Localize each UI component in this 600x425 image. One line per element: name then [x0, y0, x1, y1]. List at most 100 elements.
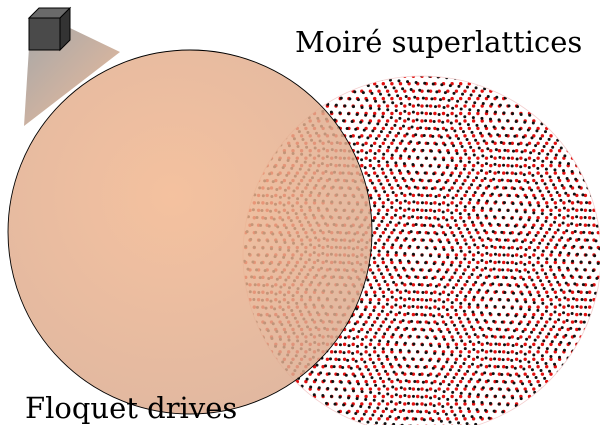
lattice-dot	[519, 307, 522, 310]
lattice-dot	[476, 303, 479, 306]
lattice-dot	[538, 384, 541, 387]
lattice-dot	[480, 117, 483, 120]
lattice-dot	[378, 250, 381, 253]
lattice-dot	[485, 365, 488, 368]
lattice-dot	[523, 263, 526, 266]
lattice-dot	[407, 127, 410, 130]
lattice-dot	[472, 104, 475, 107]
lattice-dot	[472, 258, 475, 261]
lattice-dot	[374, 242, 377, 245]
lattice-dot	[503, 253, 506, 256]
lattice-dot	[502, 365, 505, 368]
lattice-dot	[408, 297, 411, 300]
lattice-dot	[412, 224, 415, 227]
lattice-dot	[538, 242, 541, 245]
lattice-dot	[455, 134, 458, 137]
lattice-dot	[377, 119, 380, 122]
lattice-dot	[434, 300, 437, 303]
lattice-dot	[379, 377, 382, 380]
lattice-dot	[512, 239, 515, 242]
lattice-dot	[435, 90, 438, 93]
lattice-dot	[544, 182, 547, 185]
lattice-dot	[386, 164, 389, 167]
lattice-dot	[468, 127, 471, 130]
lattice-dot	[455, 119, 458, 122]
lattice-dot	[577, 238, 580, 241]
lattice-dot	[361, 143, 364, 146]
lattice-dot	[364, 335, 367, 338]
lattice-dot	[511, 112, 514, 115]
lattice-dot	[481, 268, 484, 271]
lattice-dot	[397, 132, 400, 135]
lattice-dot	[426, 142, 429, 145]
lattice-dot	[379, 182, 382, 185]
lattice-dot	[532, 343, 535, 346]
lattice-dot	[382, 365, 385, 368]
lattice-dot	[524, 268, 527, 271]
lattice-dot	[434, 337, 437, 340]
lattice-dot	[461, 287, 464, 290]
lattice-dot	[442, 410, 445, 413]
lattice-dot	[485, 350, 488, 353]
lattice-dot	[424, 261, 427, 264]
lattice-dot	[536, 276, 539, 279]
lattice-dot	[403, 194, 406, 197]
lattice-dot	[504, 186, 507, 189]
lattice-dot	[477, 341, 480, 344]
lattice-dot	[506, 149, 509, 152]
lattice-dot	[535, 376, 538, 379]
lattice-dot	[582, 231, 585, 234]
lattice-dot	[536, 365, 539, 368]
lattice-dot	[390, 380, 393, 383]
lattice-dot	[459, 97, 462, 100]
lattice-dot	[562, 201, 565, 204]
lattice-dot	[416, 261, 419, 264]
lattice-dot	[429, 164, 432, 167]
lattice-dot	[364, 365, 367, 368]
lattice-dot	[438, 209, 441, 212]
lattice-dot	[463, 115, 466, 118]
lattice-dot	[483, 229, 486, 232]
lattice-dot	[471, 363, 474, 366]
lattice-dot	[513, 135, 516, 138]
lattice-dot	[369, 343, 372, 346]
lattice-dot	[545, 291, 548, 294]
lattice-dot	[506, 403, 509, 406]
lattice-dot	[462, 414, 465, 417]
lattice-dot	[416, 350, 419, 353]
lattice-dot	[364, 395, 367, 398]
lattice-dot	[552, 183, 555, 186]
lattice-dot	[450, 410, 453, 413]
lattice-dot	[583, 268, 586, 271]
lattice-dot	[500, 283, 503, 286]
lattice-dot	[579, 223, 582, 226]
lattice-dot	[536, 246, 539, 249]
lattice-dot	[511, 365, 514, 368]
lattice-dot	[429, 112, 432, 115]
lattice-dot	[496, 133, 499, 136]
lattice-dot	[450, 97, 453, 100]
lattice-dot	[503, 201, 506, 204]
lattice-dot	[572, 245, 575, 248]
lattice-dot	[497, 365, 500, 368]
lattice-dot	[518, 180, 521, 183]
lattice-dot	[530, 241, 533, 244]
lattice-dot	[549, 328, 552, 331]
lattice-dot	[568, 200, 571, 203]
lattice-dot	[369, 402, 372, 405]
lattice-dot	[425, 97, 428, 100]
lattice-dot	[321, 394, 324, 397]
lattice-dot	[331, 380, 334, 383]
lattice-dot	[458, 122, 461, 125]
lattice-dot	[546, 153, 549, 156]
lattice-dot	[373, 320, 376, 323]
lattice-dot	[511, 254, 514, 257]
lattice-dot	[411, 305, 414, 308]
lattice-dot	[425, 380, 428, 383]
lattice-dot	[563, 207, 566, 210]
lattice-dot	[529, 151, 532, 154]
lattice-dot	[411, 73, 414, 76]
lattice-dot	[562, 231, 565, 234]
lattice-dot	[582, 283, 585, 286]
lattice-dot	[540, 227, 543, 230]
